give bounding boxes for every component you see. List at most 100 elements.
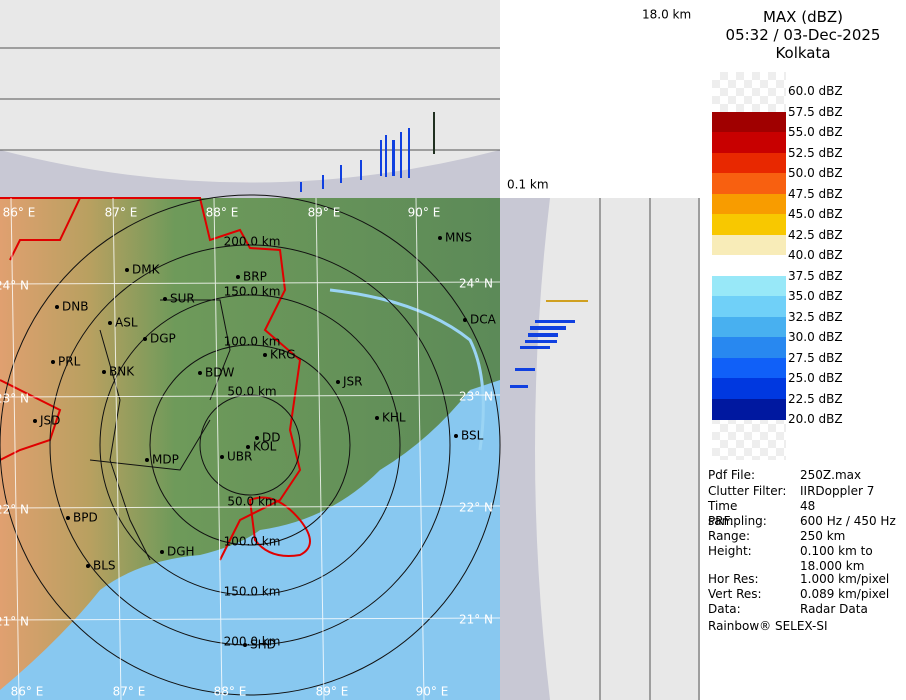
city-label: BDW xyxy=(205,366,234,380)
city-dot xyxy=(143,337,147,341)
ring-label: 150.0 km xyxy=(224,585,281,599)
city-label: DMK xyxy=(132,263,161,277)
city-label: UBR xyxy=(227,450,252,464)
city-dot xyxy=(198,371,202,375)
lat-label: 23° N xyxy=(459,390,493,404)
legend-band xyxy=(712,337,786,358)
city-label: BNK xyxy=(109,365,135,379)
legend-site: Kolkata xyxy=(700,44,906,62)
city-label: DGH xyxy=(167,545,195,559)
info-key: PRF: xyxy=(708,514,800,529)
city-label: MNS xyxy=(445,231,472,245)
lon-label: 88° E xyxy=(214,685,247,699)
info-row: Height:0.100 km to 18.000 km xyxy=(708,544,904,574)
city-dot xyxy=(243,643,247,647)
ring-label: 50.0 km xyxy=(227,385,276,399)
city-dot xyxy=(125,268,129,272)
info-row: Clutter Filter:IIRDoppler 7 xyxy=(708,484,904,499)
info-key: Range: xyxy=(708,529,800,544)
city-dot xyxy=(246,445,250,449)
legend-band xyxy=(712,296,786,317)
city-label: ASL xyxy=(115,316,138,330)
city-label: KOL xyxy=(253,440,277,454)
legend-band xyxy=(712,235,786,256)
legend-label: 42.5 dBZ xyxy=(788,227,843,243)
lon-label: 89° E xyxy=(308,206,341,220)
legend-label: 45.0 dBZ xyxy=(788,206,843,222)
legend-label: 22.5 dBZ xyxy=(788,391,843,407)
lat-label: 23° N xyxy=(0,392,29,406)
legend-band xyxy=(712,358,786,379)
lon-label: 86° E xyxy=(3,206,36,220)
info-key: Vert Res: xyxy=(708,587,800,602)
info-value: 0.089 km/pixel xyxy=(800,587,904,602)
info-value: 1.000 km/pixel xyxy=(800,572,904,587)
city-dot xyxy=(438,236,442,240)
lon-label: 89° E xyxy=(316,685,349,699)
legend-panel: MAX (dBZ) 05:32 / 03-Dec-2025 Kolkata Ra… xyxy=(700,0,906,700)
scale-top: 18.0 km xyxy=(642,8,691,22)
city-label: DGP xyxy=(150,332,176,346)
legend-label: 20.0 dBZ xyxy=(788,411,843,427)
lon-label: 90° E xyxy=(408,206,441,220)
legend-band xyxy=(712,194,786,215)
legend-label: 40.0 dBZ xyxy=(788,247,843,263)
info-key: Pdf File: xyxy=(708,468,800,483)
city-dot xyxy=(86,564,90,568)
lat-label: 24° N xyxy=(0,279,29,293)
legend-band xyxy=(712,173,786,194)
lon-label: 90° E xyxy=(416,685,449,699)
legend-band xyxy=(712,91,786,112)
lon-label: 87° E xyxy=(105,206,138,220)
city-dot xyxy=(463,318,467,322)
legend-label: 50.0 dBZ xyxy=(788,165,843,181)
city-label: DCA xyxy=(470,313,497,327)
legend-label: 52.5 dBZ xyxy=(788,145,843,161)
scale-bottom: 0.1 km xyxy=(507,178,549,192)
legend-band xyxy=(712,112,786,133)
city-dot xyxy=(33,419,37,423)
info-value: 600 Hz / 450 Hz xyxy=(800,514,904,529)
legend-band xyxy=(712,214,786,235)
lat-label: 21° N xyxy=(459,613,493,627)
ring-label: 150.0 km xyxy=(224,285,281,299)
ring-label: 100.0 km xyxy=(224,335,281,349)
city-dot xyxy=(160,550,164,554)
legend-label: 27.5 dBZ xyxy=(788,350,843,366)
legend-label: 47.5 dBZ xyxy=(788,186,843,202)
legend-label: 25.0 dBZ xyxy=(788,370,843,386)
city-label: JSR xyxy=(342,375,363,389)
city-dot xyxy=(108,321,112,325)
legend-label: 55.0 dBZ xyxy=(788,124,843,140)
city-label: JSD xyxy=(39,414,60,428)
legend-label: 57.5 dBZ xyxy=(788,104,843,120)
legend-time: 05:32 / 03-Dec-2025 xyxy=(700,26,906,44)
info-row: Data:Radar Data xyxy=(708,602,904,617)
ring-label: 50.0 km xyxy=(227,495,276,509)
city-dot xyxy=(55,305,59,309)
legend-band xyxy=(712,153,786,174)
info-key: Clutter Filter: xyxy=(708,484,800,499)
city-label: MDP xyxy=(152,453,179,467)
lat-label: 24° N xyxy=(459,277,493,291)
city-label: BSL xyxy=(461,429,484,443)
info-value: 250 km xyxy=(800,529,904,544)
legend-band xyxy=(712,132,786,153)
legend-label: 37.5 dBZ xyxy=(788,268,843,284)
footer: Rainbow® SELEX-SI xyxy=(708,619,828,633)
legend-band xyxy=(712,378,786,399)
lat-label: 22° N xyxy=(0,503,29,517)
info-key: Data: xyxy=(708,602,800,617)
city-dot xyxy=(336,380,340,384)
city-label: DNB xyxy=(62,300,88,314)
legend-label: 30.0 dBZ xyxy=(788,329,843,345)
lat-label: 21° N xyxy=(0,615,29,629)
city-dot xyxy=(102,370,106,374)
city-label: PRL xyxy=(58,355,81,369)
city-dot xyxy=(220,455,224,459)
info-row: Pdf File:250Z.max xyxy=(708,468,904,483)
city-dot xyxy=(263,353,267,357)
info-key: Height: xyxy=(708,544,800,574)
city-label: BLS xyxy=(93,559,116,573)
